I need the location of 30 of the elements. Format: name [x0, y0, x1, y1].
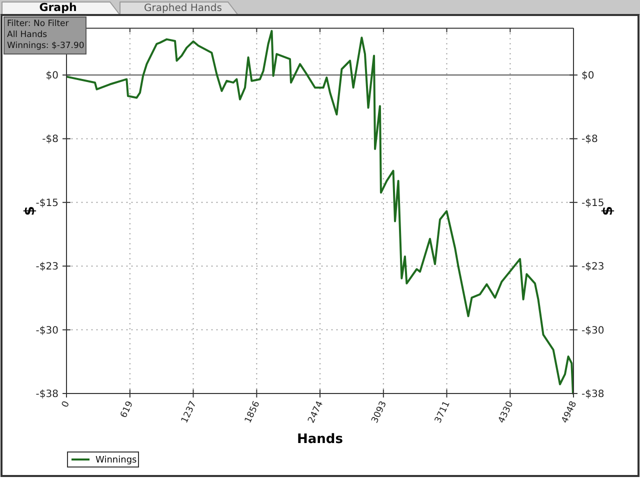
x-tick-label: 4948: [560, 400, 580, 425]
x-tick-label: 0: [60, 400, 72, 410]
x-tick-label: 3093: [370, 400, 389, 425]
x-tick-label: 2474: [306, 400, 326, 425]
x-tick-label: 619: [119, 400, 136, 420]
y2-tick-label: -$8: [582, 134, 598, 146]
x-tick-label: 4330: [497, 400, 516, 425]
x-tick-label: 1856: [244, 400, 262, 425]
legend-label: Winnings: [96, 456, 138, 466]
y2-tick-label: -$15: [582, 198, 604, 209]
y-tick-label: -$15: [36, 198, 58, 209]
y-tick-label: -$38: [36, 389, 58, 400]
text: All Hands: [7, 30, 48, 40]
y2-axis-title: $: [600, 206, 616, 216]
x-tick-label: 3711: [434, 400, 452, 425]
x-axis-title: Hands: [297, 432, 344, 447]
y2-tick-label: -$23: [582, 262, 604, 273]
y-tick-label: -$23: [36, 262, 58, 273]
y-tick-label: -$8: [42, 134, 58, 146]
y-tick-label: $0: [46, 70, 58, 82]
text: Graphed Hands: [144, 3, 222, 14]
text: Graph: [39, 1, 77, 14]
annotation: Winnings: $-37.90: [7, 41, 84, 51]
y2-tick-label: -$38: [582, 389, 604, 400]
y-axis-title: $: [22, 206, 38, 216]
y-tick-label: -$30: [36, 325, 58, 336]
y2-tick-label: $0: [582, 70, 594, 82]
x-tick-label: 1237: [180, 400, 199, 425]
y2-tick-label: -$30: [582, 325, 604, 336]
annotation: Filter: No Filter: [7, 19, 70, 29]
